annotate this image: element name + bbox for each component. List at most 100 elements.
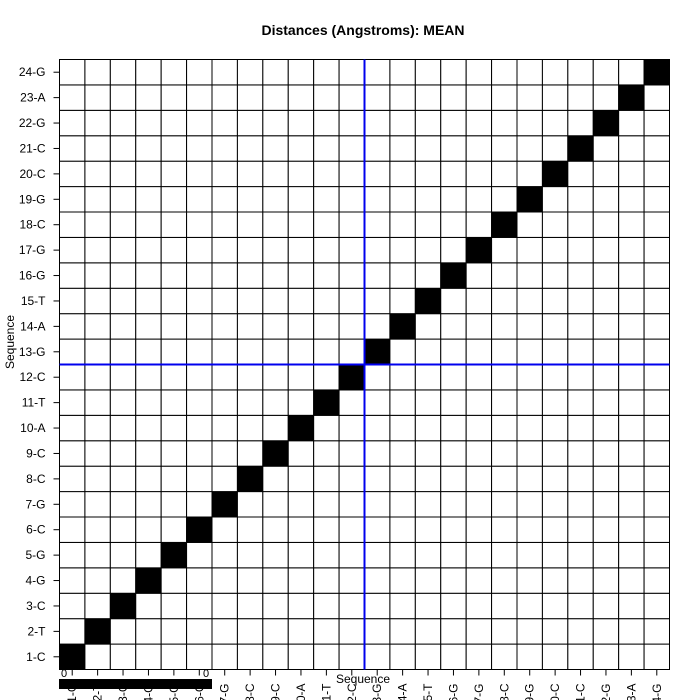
heatmap-cell [516, 313, 543, 340]
heatmap-cell [414, 592, 442, 620]
heatmap-cell [236, 211, 264, 238]
heatmap-cell [592, 135, 620, 162]
heatmap-cell [491, 262, 518, 289]
heatmap-cell [592, 618, 620, 645]
heatmap-cell [262, 135, 289, 162]
heatmap-cell [491, 643, 518, 670]
heatmap-cell [109, 364, 137, 391]
heatmap-cell [440, 414, 467, 442]
x-tick-label: 12-C [345, 683, 359, 700]
y-tick-label: 12-C [19, 370, 45, 384]
heatmap-cell [186, 465, 213, 493]
heatmap-cell [287, 364, 315, 391]
heatmap-cell [287, 592, 315, 620]
heatmap-cell [59, 516, 86, 543]
heatmap-cell [84, 491, 111, 518]
heatmap-cell [338, 287, 366, 315]
heatmap-cell [287, 567, 315, 594]
heatmap-cell [160, 643, 188, 670]
heatmap-cell [414, 338, 442, 366]
heatmap-cell [287, 313, 315, 340]
heatmap-cell [389, 338, 416, 366]
heatmap-cell [516, 135, 543, 162]
heatmap-cell [567, 491, 594, 518]
heatmap-cell [414, 109, 442, 137]
heatmap-cell [364, 414, 391, 442]
heatmap-cell [84, 567, 111, 594]
x-tick-label: 8-C [243, 683, 257, 700]
heatmap-cell [338, 541, 366, 569]
heatmap-cell [364, 262, 391, 289]
heatmap-cell [211, 414, 238, 442]
heatmap-cell [160, 262, 188, 289]
heatmap-cell [592, 567, 620, 594]
heatmap-cell [313, 491, 340, 518]
y-tick-label: 3-C [26, 599, 46, 613]
heatmap-cell [491, 491, 518, 518]
heatmap-cell [313, 160, 340, 188]
heatmap-cell [313, 135, 340, 162]
heatmap-cell [109, 643, 137, 670]
y-axis-label: Sequence [3, 315, 17, 369]
heatmap-cell [592, 338, 620, 366]
heatmap-cell [186, 643, 213, 670]
heatmap-cell [414, 364, 442, 391]
y-tick-label: 2-T [28, 624, 47, 638]
heatmap-cell [135, 287, 162, 315]
heatmap-cell [186, 84, 213, 111]
heatmap-cell [338, 84, 366, 111]
heatmap-cell [287, 465, 315, 493]
heatmap-cell [618, 592, 645, 620]
heatmap-cell [516, 618, 543, 645]
x-tick-label: 7-G [218, 684, 232, 700]
heatmap-cell [567, 440, 594, 467]
heatmap-cell [643, 313, 670, 340]
heatmap-cell [465, 643, 493, 670]
heatmap-cell [211, 592, 238, 620]
heatmap-cell [236, 59, 264, 86]
heatmap-cell [491, 313, 518, 340]
heatmap-cell [389, 516, 416, 543]
divider-lines [59, 59, 670, 670]
heatmap-cell [160, 211, 188, 238]
heatmap-cell [440, 84, 467, 111]
heatmap-cell [84, 262, 111, 289]
y-tick-label: 18-C [19, 218, 45, 232]
heatmap-cell [160, 414, 188, 442]
heatmap-cell [186, 541, 213, 569]
heatmap-cell [389, 262, 416, 289]
heatmap-cell [364, 618, 391, 645]
heatmap-cell [541, 592, 569, 620]
heatmap-cell-filled [59, 643, 86, 670]
heatmap-cell [440, 592, 467, 620]
heatmap-cell [287, 389, 315, 416]
heatmap-cell [389, 236, 416, 264]
heatmap-cell-filled [160, 541, 188, 569]
heatmap-cell [541, 465, 569, 493]
heatmap-cell [541, 643, 569, 670]
heatmap-cell [516, 592, 543, 620]
heatmap-cell [160, 440, 188, 467]
heatmap-cell [109, 338, 137, 366]
heatmap-cell [262, 389, 289, 416]
x-tick-label: 23-A [624, 684, 638, 700]
heatmap-cell [160, 109, 188, 137]
heatmap-cell [59, 84, 86, 111]
heatmap-cell [59, 414, 86, 442]
heatmap-cell [465, 389, 493, 416]
heatmap-cell [414, 440, 442, 467]
heatmap-cell [592, 389, 620, 416]
heatmap-cell [440, 491, 467, 518]
heatmap-cell [287, 541, 315, 569]
heatmap-cell [491, 389, 518, 416]
y-tick-label: 4-G [25, 574, 45, 588]
heatmap-cell [338, 338, 366, 366]
heatmap-cell [211, 186, 238, 213]
heatmap-cell [592, 84, 620, 111]
heatmap-cell [313, 84, 340, 111]
heatmap-cell [186, 567, 213, 594]
heatmap-cell [516, 516, 543, 543]
heatmap-cell [364, 84, 391, 111]
heatmap-cell [491, 567, 518, 594]
x-tick-label: 15-T [421, 683, 435, 700]
